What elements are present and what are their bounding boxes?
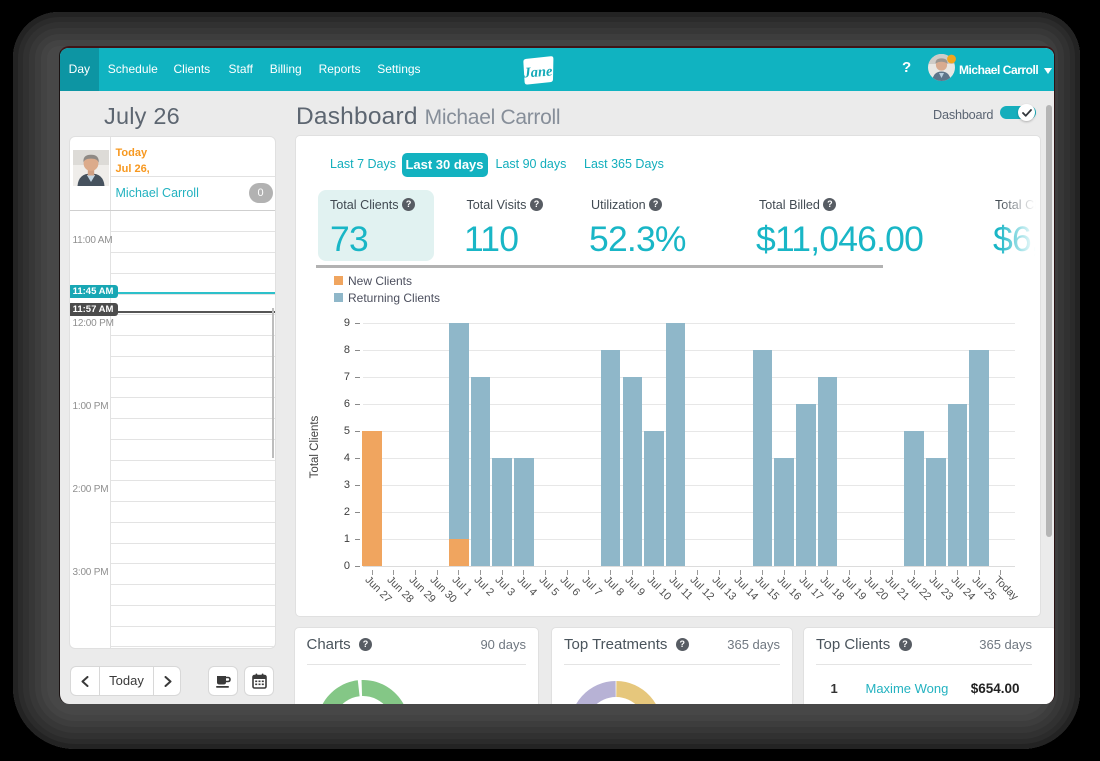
svg-text:Jane: Jane — [522, 63, 554, 81]
